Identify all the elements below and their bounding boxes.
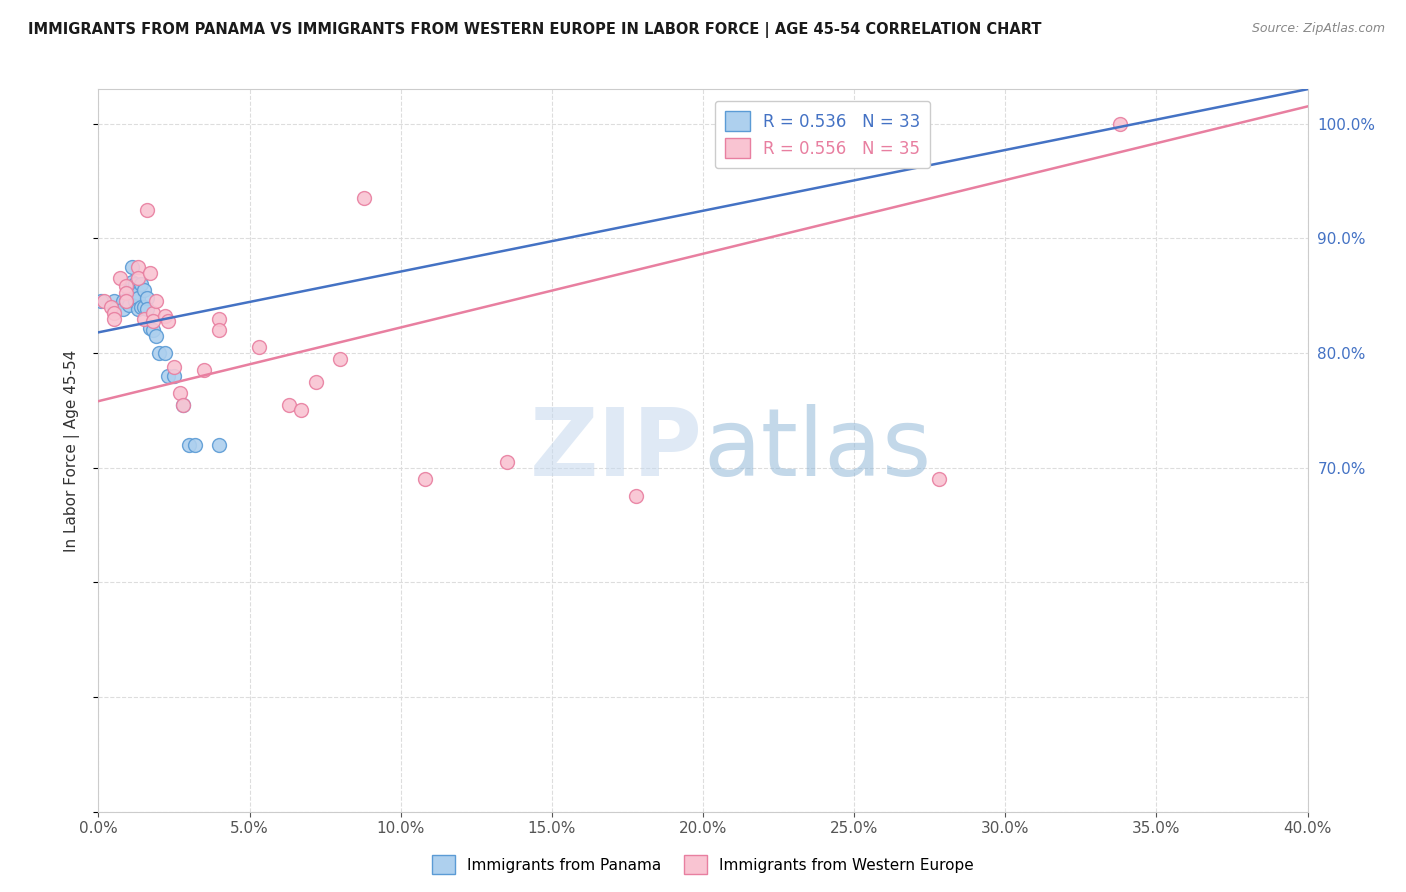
Point: [111, 302, 134, 317]
Point: [135, 202, 157, 217]
Point: [145, 294, 167, 309]
Legend: Immigrants from Panama, Immigrants from Western Europe: Immigrants from Panama, Immigrants from …: [426, 849, 980, 880]
Point: [114, 286, 136, 301]
Point: [413, 472, 436, 486]
Point: [132, 300, 155, 314]
Point: [193, 363, 215, 377]
Point: [169, 386, 191, 401]
Point: [127, 260, 149, 274]
Point: [139, 320, 162, 334]
Point: [1109, 117, 1132, 131]
Point: [156, 368, 179, 383]
Point: [132, 311, 155, 326]
Point: [247, 340, 270, 354]
Point: [90, 294, 112, 309]
Text: atlas: atlas: [703, 404, 931, 497]
Point: [172, 398, 194, 412]
Point: [135, 302, 157, 317]
Point: [127, 286, 149, 301]
Point: [127, 271, 149, 285]
Point: [139, 266, 162, 280]
Point: [93, 294, 115, 309]
Text: Source: ZipAtlas.com: Source: ZipAtlas.com: [1251, 22, 1385, 36]
Point: [163, 368, 186, 383]
Point: [184, 438, 207, 452]
Point: [495, 455, 517, 469]
Point: [121, 260, 143, 274]
Legend: R = 0.536   N = 33, R = 0.556   N = 35: R = 0.536 N = 33, R = 0.556 N = 35: [714, 101, 931, 169]
Point: [124, 277, 146, 292]
Text: IMMIGRANTS FROM PANAMA VS IMMIGRANTS FROM WESTERN EUROPE IN LABOR FORCE | AGE 45: IMMIGRANTS FROM PANAMA VS IMMIGRANTS FRO…: [28, 22, 1042, 38]
Point: [129, 300, 152, 314]
Point: [153, 310, 176, 324]
Point: [208, 311, 231, 326]
Point: [103, 294, 125, 309]
Point: [329, 351, 352, 366]
Point: [111, 294, 134, 309]
Point: [305, 375, 328, 389]
Point: [163, 359, 186, 374]
Y-axis label: In Labor Force | Age 45-54: In Labor Force | Age 45-54: [63, 350, 80, 551]
Point: [142, 306, 165, 320]
Point: [208, 323, 231, 337]
Point: [135, 291, 157, 305]
Point: [114, 294, 136, 309]
Point: [290, 403, 312, 417]
Point: [114, 294, 136, 309]
Text: ZIP: ZIP: [530, 404, 703, 497]
Point: [103, 311, 125, 326]
Point: [127, 302, 149, 317]
Point: [145, 328, 167, 343]
Point: [277, 398, 299, 412]
Point: [108, 271, 131, 285]
Point: [100, 300, 122, 314]
Point: [103, 306, 125, 320]
Point: [353, 191, 375, 205]
Point: [132, 283, 155, 297]
Point: [124, 294, 146, 309]
Point: [153, 346, 176, 360]
Point: [148, 346, 170, 360]
Point: [142, 323, 165, 337]
Point: [142, 314, 165, 328]
Point: [121, 275, 143, 289]
Point: [118, 298, 141, 312]
Point: [928, 472, 950, 486]
Point: [124, 288, 146, 302]
Point: [114, 279, 136, 293]
Point: [156, 314, 179, 328]
Point: [626, 489, 648, 503]
Point: [179, 438, 201, 452]
Point: [103, 302, 125, 317]
Point: [118, 283, 141, 297]
Point: [172, 398, 194, 412]
Point: [129, 277, 152, 292]
Point: [208, 438, 231, 452]
Point: [127, 291, 149, 305]
